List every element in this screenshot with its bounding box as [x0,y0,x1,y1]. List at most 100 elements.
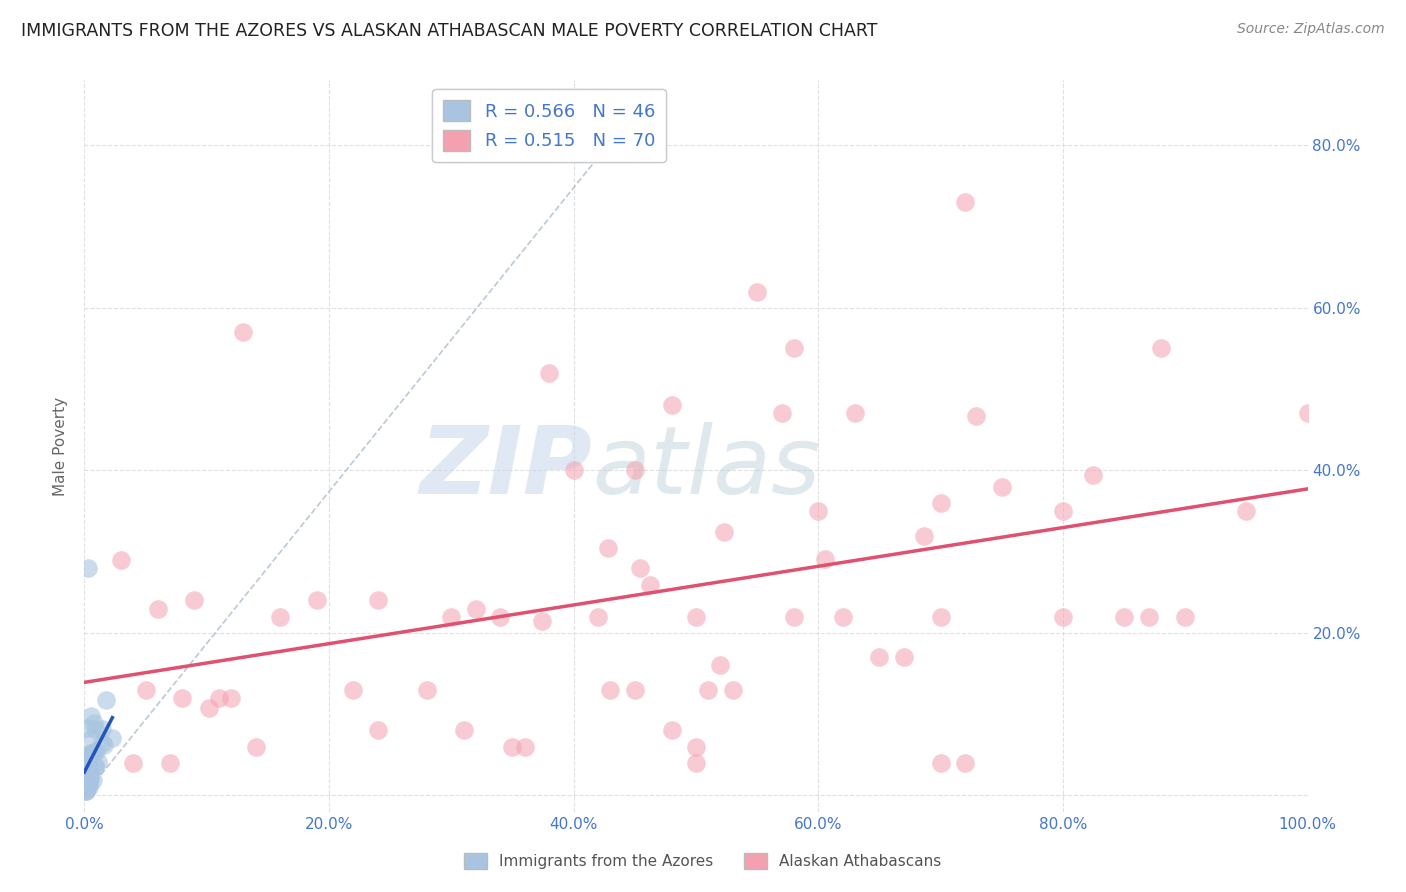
Point [1052,609,1074,624]
Point [844,407,866,421]
Point [77,777,100,791]
Point [624,682,647,697]
Point [77,767,100,781]
Point [75,780,97,795]
Point [101,731,124,745]
Point [709,658,731,673]
Point [83,759,105,773]
Point [76,774,98,789]
Point [1083,467,1105,482]
Point [464,601,486,615]
Point [929,609,952,624]
Point [172,690,194,705]
Point [232,325,254,339]
Point [783,342,806,356]
Point [79,772,101,786]
Point [1174,609,1197,624]
Point [219,690,242,705]
Point [84,743,107,757]
Point [342,682,364,697]
Point [75,784,97,798]
Point [624,463,647,477]
Point [146,601,169,615]
Point [912,529,935,543]
Point [76,760,98,774]
Point [416,682,439,697]
Point [1296,407,1319,421]
Point [831,609,853,624]
Point [77,773,100,788]
Point [953,756,976,770]
Point [83,716,105,731]
Point [83,745,105,759]
Point [84,758,107,772]
Point [75,772,97,786]
Point [80,709,103,723]
Point [770,407,793,421]
Point [183,593,205,607]
Point [367,593,389,607]
Point [721,682,744,697]
Point [929,496,952,510]
Point [598,541,620,555]
Point [269,609,291,624]
Point [82,772,104,787]
Point [79,772,101,786]
Point [159,756,181,770]
Point [76,721,98,735]
Text: ZIP: ZIP [419,422,592,514]
Point [630,561,652,575]
Point [953,195,976,210]
Point [562,463,585,477]
Point [79,765,101,780]
Point [697,682,720,697]
Point [79,780,101,794]
Point [93,738,115,752]
Point [1114,609,1136,624]
Point [586,609,609,624]
Point [599,682,621,697]
Point [91,722,114,736]
Point [814,552,837,566]
Point [685,609,707,624]
Point [638,578,661,592]
Text: atlas: atlas [592,423,820,514]
Point [245,739,267,754]
Point [75,783,97,797]
Point [76,773,98,788]
Legend: R = 0.566   N = 46, R = 0.515   N = 70: R = 0.566 N = 46, R = 0.515 N = 70 [433,89,666,161]
Point [1052,504,1074,518]
Point [77,768,100,782]
Text: Source: ZipAtlas.com: Source: ZipAtlas.com [1237,22,1385,37]
Point [96,693,118,707]
Point [807,504,830,518]
Point [661,723,683,738]
Point [79,746,101,760]
Point [76,779,98,793]
Point [84,722,107,736]
Point [305,593,328,607]
Point [77,767,100,781]
Point [531,614,554,628]
Point [76,754,98,768]
Point [76,753,98,767]
Point [367,723,389,738]
Point [91,736,114,750]
Point [783,609,806,624]
Point [79,768,101,782]
Legend: Immigrants from the Azores, Alaskan Athabascans: Immigrants from the Azores, Alaskan Atha… [458,847,948,875]
Point [1137,609,1160,624]
Point [869,650,891,665]
Point [489,609,512,624]
Point [538,366,561,380]
Point [685,739,707,754]
Point [747,285,769,299]
Point [75,762,97,776]
Point [1150,342,1173,356]
Point [502,739,524,754]
Point [77,561,100,575]
Point [77,748,100,763]
Point [991,480,1014,494]
Point [685,756,707,770]
Point [76,770,98,784]
